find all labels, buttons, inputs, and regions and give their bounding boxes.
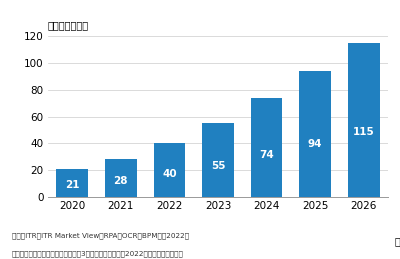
- Bar: [251, 98, 282, 197]
- Text: （年度）: （年度）: [395, 236, 400, 246]
- Text: 21: 21: [65, 180, 80, 190]
- Bar: [299, 71, 331, 197]
- Text: 40: 40: [162, 169, 177, 179]
- Text: 115: 115: [353, 127, 374, 137]
- Text: 55: 55: [211, 161, 225, 171]
- Text: 94: 94: [308, 139, 322, 149]
- Bar: [202, 123, 234, 197]
- Text: 28: 28: [114, 176, 128, 186]
- Bar: [154, 143, 185, 197]
- Text: 74: 74: [259, 150, 274, 160]
- Bar: [105, 159, 137, 197]
- Text: 出典：ITR『ITR Market View：RPA／OCR／BPM市場2022』: 出典：ITR『ITR Market View：RPA／OCR／BPM市場2022…: [12, 232, 189, 239]
- Bar: [56, 169, 88, 197]
- Bar: [348, 43, 380, 197]
- Text: （単位：億円）: （単位：億円）: [48, 20, 89, 30]
- Text: ＊ベンダーの売上金額を対象とし、3月期ベースで換算。2022年度以降は予測値。: ＊ベンダーの売上金額を対象とし、3月期ベースで換算。2022年度以降は予測値。: [12, 250, 184, 257]
